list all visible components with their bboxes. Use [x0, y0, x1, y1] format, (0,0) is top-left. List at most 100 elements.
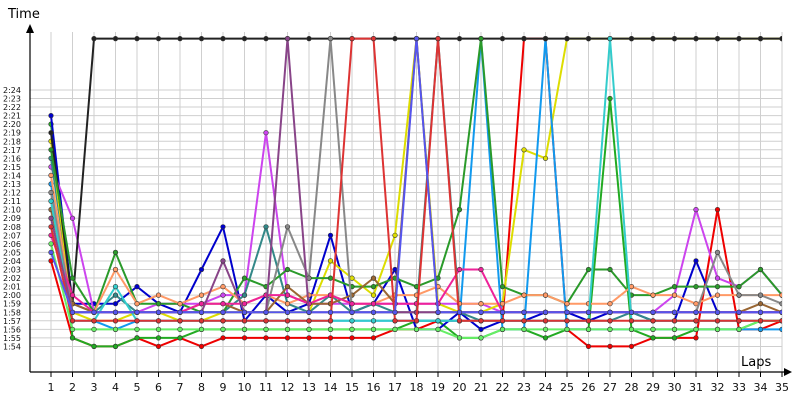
data-point: [220, 258, 226, 264]
data-point: [370, 35, 377, 42]
y-tick-label: 2:01: [3, 283, 21, 292]
data-point: [714, 35, 721, 42]
data-point: [671, 318, 678, 324]
data-point: [198, 35, 205, 42]
data-point: [564, 35, 570, 42]
data-point: [91, 309, 97, 315]
data-point: [779, 292, 782, 298]
data-point: [112, 35, 119, 42]
data-point: [671, 284, 678, 290]
data-point: [650, 335, 656, 341]
data-point: [779, 301, 782, 307]
x-tick-label: 31: [689, 381, 703, 394]
y-axis-title: Time: [7, 7, 40, 22]
x-tick-label: 15: [345, 381, 359, 394]
data-point: [91, 35, 97, 42]
data-point: [284, 318, 291, 324]
data-point: [736, 284, 742, 290]
data-point: [392, 35, 398, 42]
data-point: [284, 284, 291, 290]
data-point: [607, 343, 613, 350]
data-point: [112, 318, 119, 324]
data-point: [456, 266, 463, 273]
data-point: [48, 189, 54, 196]
data-point: [521, 147, 527, 153]
series-18: [48, 35, 782, 315]
data-point: [607, 326, 613, 333]
x-tick-label: 17: [388, 381, 402, 394]
x-tick-label: 12: [281, 381, 295, 394]
data-point: [585, 326, 592, 333]
x-axis-title: Laps: [741, 355, 771, 370]
data-point: [413, 326, 420, 333]
data-point: [693, 284, 699, 290]
x-tick-label: 19: [431, 381, 445, 394]
data-point: [112, 309, 119, 315]
data-point: [91, 318, 97, 324]
data-point: [284, 266, 291, 273]
data-point: [134, 301, 140, 307]
data-point: [220, 284, 226, 290]
series-17: [48, 35, 782, 324]
data-point: [198, 301, 205, 307]
data-point: [155, 343, 162, 350]
data-point: [779, 318, 782, 324]
x-tick-label: 20: [453, 381, 467, 394]
y-tick-label: 1:57: [3, 317, 21, 326]
data-point: [220, 335, 226, 341]
data-point: [456, 207, 463, 213]
data-point: [714, 275, 721, 281]
data-point: [714, 249, 721, 255]
data-point: [177, 335, 183, 341]
data-point: [521, 292, 527, 298]
data-point: [521, 35, 527, 42]
y-tick-label: 2:03: [3, 266, 21, 275]
data-point: [370, 284, 377, 290]
data-point: [112, 326, 119, 333]
data-point: [392, 266, 398, 273]
data-point: [69, 318, 76, 324]
data-point: [607, 95, 613, 102]
data-point: [284, 335, 291, 341]
data-point: [650, 309, 656, 315]
data-point: [69, 309, 76, 315]
x-tick-label: 23: [517, 381, 531, 394]
series-16: [48, 241, 782, 341]
y-tick-label: 2:20: [3, 120, 21, 129]
data-point: [478, 309, 484, 315]
data-point: [112, 249, 119, 255]
x-tick-label: 1: [48, 381, 55, 394]
data-point: [585, 318, 592, 324]
data-point: [542, 35, 549, 42]
x-tick-label: 9: [220, 381, 227, 394]
data-point: [263, 318, 269, 324]
data-point: [478, 335, 484, 341]
data-point: [779, 36, 782, 42]
data-point: [134, 35, 140, 42]
data-point: [263, 335, 269, 341]
data-point: [392, 309, 398, 315]
data-point: [134, 326, 140, 333]
y-tick-label: 2:14: [3, 171, 21, 180]
data-point: [112, 343, 119, 350]
y-tick-label: 2:06: [3, 240, 21, 249]
data-point: [714, 207, 721, 213]
data-point: [542, 335, 549, 341]
data-point: [349, 326, 355, 333]
data-point: [48, 241, 54, 247]
data-point: [757, 292, 764, 298]
data-point: [607, 266, 613, 273]
data-point: [198, 266, 205, 273]
data-point: [241, 326, 248, 333]
data-point: [48, 249, 54, 255]
y-tick-label: 2:22: [3, 103, 21, 112]
data-point: [241, 35, 248, 42]
data-point: [413, 35, 420, 42]
data-point: [392, 232, 398, 238]
data-point: [607, 309, 613, 315]
data-point: [220, 292, 226, 298]
data-point: [220, 326, 226, 333]
data-point: [456, 35, 463, 42]
y-tick-label: 2:08: [3, 223, 21, 232]
data-point: [134, 318, 140, 324]
